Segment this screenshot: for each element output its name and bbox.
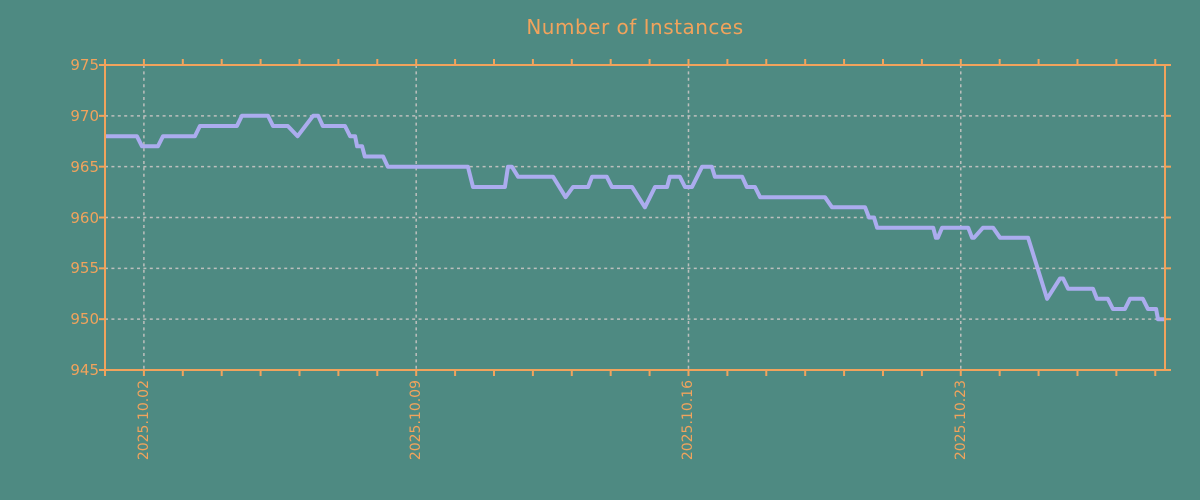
chart-title: Number of Instances	[526, 15, 744, 39]
y-tick-label: 945	[70, 361, 99, 379]
y-tick-label: 960	[70, 208, 99, 227]
plot-border	[104, 64, 1166, 371]
y-tick-label: 950	[70, 310, 99, 329]
x-tick-label: 2025.10.09	[408, 380, 425, 461]
y-tick-label: 965	[70, 157, 99, 176]
x-tick-label: 2025.10.02	[135, 380, 152, 461]
y-tick-label: 975	[70, 56, 99, 74]
y-tick-label: 955	[70, 259, 99, 278]
data-line-instances	[105, 113, 1165, 322]
x-tick-label: 2025.10.16	[680, 380, 697, 461]
y-tick-label: 970	[70, 106, 99, 125]
x-tick-label: 2025.10.23	[952, 380, 969, 461]
